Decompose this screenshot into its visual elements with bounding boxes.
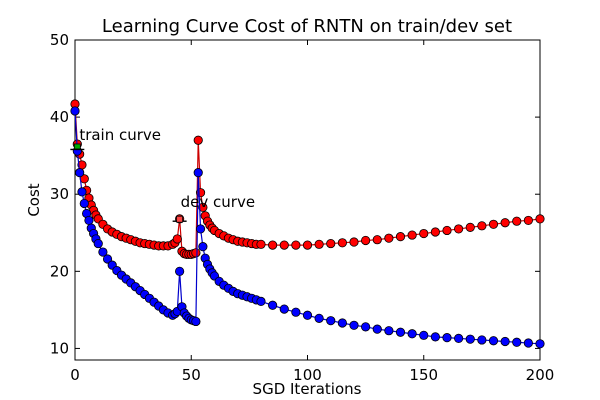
data-point	[488, 336, 499, 346]
x-tick-label: 200	[526, 366, 555, 384]
data-point	[419, 228, 429, 239]
data-point	[337, 238, 347, 248]
data-point	[523, 215, 533, 226]
data-point	[326, 316, 336, 326]
data-point	[302, 240, 313, 250]
data-point	[193, 135, 203, 145]
chart-title: Learning Curve Cost of RNTN on train/dev…	[102, 16, 512, 37]
data-point	[79, 198, 89, 209]
data-point	[361, 322, 371, 332]
data-point	[454, 333, 464, 344]
data-point	[75, 168, 85, 178]
data-point	[326, 238, 336, 249]
data-point	[372, 324, 382, 334]
data-point	[193, 168, 203, 178]
plot-area: 0 50 100 150 200 10 20 30 40 50 train curve dev cur…	[50, 31, 554, 384]
data-point	[291, 307, 301, 317]
y-tick-label: 50	[50, 31, 69, 49]
data-point	[98, 247, 108, 257]
data-point	[372, 235, 382, 245]
x-axis-label: SGD Iterations	[253, 380, 362, 398]
data-point	[256, 296, 266, 306]
data-point	[279, 304, 289, 314]
data-point	[191, 316, 201, 327]
data-point	[84, 215, 94, 226]
data-point	[477, 221, 487, 231]
data-point	[488, 219, 499, 229]
data-point	[172, 234, 182, 244]
data-point	[500, 218, 510, 228]
x-tick-label: 0	[70, 366, 80, 384]
data-point	[523, 338, 533, 348]
data-point	[384, 233, 394, 243]
data-point	[191, 248, 201, 258]
data-point	[198, 242, 208, 252]
data-point	[314, 313, 324, 323]
data-point	[535, 214, 545, 224]
data-point	[195, 224, 206, 234]
data-point	[442, 333, 452, 343]
data-point	[70, 106, 80, 116]
data-point	[500, 336, 510, 347]
series-1	[70, 106, 545, 349]
data-point	[454, 224, 464, 234]
series-0	[70, 99, 545, 259]
data-point	[291, 240, 301, 250]
data-point	[93, 238, 103, 249]
data-point	[384, 326, 394, 336]
data-point	[268, 240, 278, 250]
dev-curve-annotation: dev curve	[181, 193, 255, 211]
y-tick-label: 20	[50, 262, 69, 280]
data-point	[512, 216, 522, 226]
data-point	[512, 337, 522, 347]
data-point	[395, 327, 406, 337]
data-point	[279, 240, 289, 250]
annotation-arrow	[176, 215, 184, 223]
data-point	[314, 239, 324, 249]
data-point	[407, 230, 417, 240]
train-curve-annotation: train curve	[79, 126, 161, 144]
y-tick-label: 30	[50, 185, 69, 203]
data-point	[361, 235, 371, 246]
y-tick-label: 10	[50, 339, 69, 357]
data-point	[430, 332, 440, 342]
data-point	[430, 227, 440, 237]
data-point	[349, 320, 359, 330]
data-point	[337, 318, 347, 328]
y-axis-label: Cost	[25, 183, 43, 216]
data-point	[198, 202, 208, 212]
data-point	[465, 334, 475, 344]
data-point	[395, 232, 406, 242]
x-tick-label: 150	[409, 366, 438, 384]
data-point	[465, 222, 475, 232]
y-tick-label: 40	[50, 108, 69, 126]
data-point	[477, 335, 487, 345]
data-point	[407, 329, 417, 339]
x-tick-label: 50	[182, 366, 201, 384]
annotation-arrow	[73, 143, 81, 150]
x-tick-label: 100	[293, 366, 322, 384]
data-point	[175, 266, 185, 276]
data-point	[268, 300, 278, 310]
data-point	[349, 237, 359, 247]
data-point	[442, 225, 452, 236]
data-point	[102, 254, 113, 264]
data-point	[302, 310, 313, 320]
data-point	[535, 339, 545, 349]
data-point	[256, 239, 266, 249]
data-point	[419, 330, 429, 340]
data-point	[77, 187, 87, 197]
